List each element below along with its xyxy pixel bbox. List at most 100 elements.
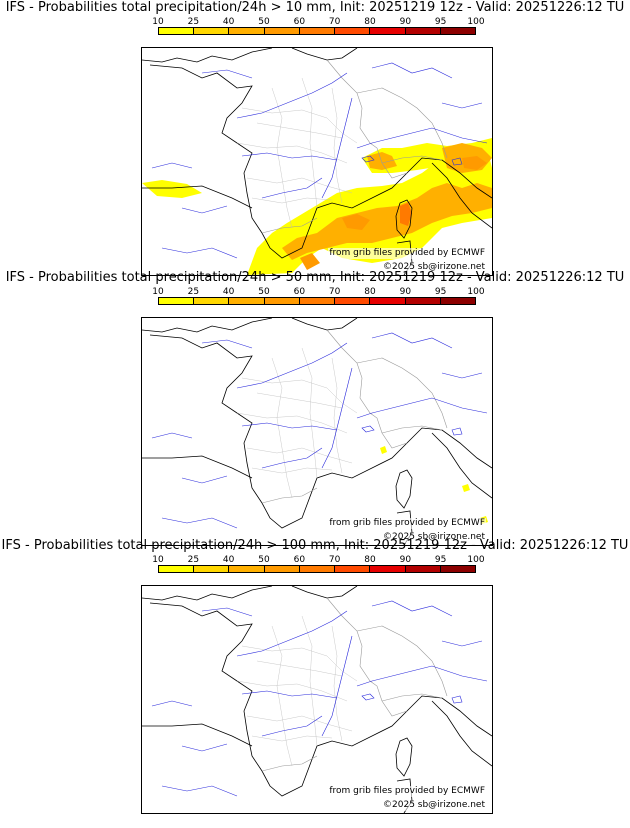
lakes (361, 425, 463, 436)
map-canvas (142, 48, 492, 275)
probability-colorbar (158, 565, 476, 573)
colorbar-segment (440, 28, 475, 34)
legend-tick-10: 10 (152, 17, 164, 27)
precip-area (300, 253, 320, 270)
coastline-spain (142, 455, 253, 479)
coastline-benelux (291, 318, 358, 331)
colorbar-segment (370, 298, 406, 304)
country-borders (261, 597, 448, 772)
legend-tick-60: 60 (293, 17, 306, 27)
legend-tick-80: 80 (364, 17, 376, 27)
legend-tick-25: 25 (187, 17, 200, 27)
map-canvas (142, 318, 492, 545)
precip-area (367, 152, 397, 170)
colorbar-segment (159, 28, 195, 34)
colorbar-segment (405, 566, 441, 572)
legend-tick-100: 100 (467, 287, 485, 297)
colorbar-segment (440, 298, 475, 304)
legend-tick-50: 50 (258, 17, 270, 27)
legend-tick-10: 10 (152, 555, 164, 565)
colorbar-segment (299, 566, 336, 572)
precip-area (380, 446, 387, 454)
credit-source: from grib files provided by ECMWF (328, 786, 486, 797)
credit-copyright: ©2025 sb@irizone.net (382, 262, 486, 273)
legend-tick-80: 80 (364, 555, 376, 565)
legend-tick-100: 100 (467, 555, 485, 565)
coastline (149, 334, 492, 529)
legend-tick-70: 70 (328, 17, 341, 27)
colorbar-segment (194, 298, 230, 304)
region-borders (236, 77, 358, 229)
colorbar-segment (405, 28, 441, 34)
legend-tick-100: 100 (467, 17, 485, 27)
legend-tick-70: 70 (328, 287, 341, 297)
legend-tick-40: 40 (222, 555, 235, 565)
region-borders (236, 347, 358, 499)
panel-title: IFS - Probabilities total precipitation/… (5, 0, 625, 15)
precipitation-overlay (142, 138, 492, 275)
country-borders (261, 59, 448, 234)
legend-tick-95: 95 (434, 555, 447, 565)
precip-area (342, 214, 370, 230)
coastline-italy (431, 432, 492, 499)
legend-tick-80: 80 (364, 287, 376, 297)
legend-tick-90: 90 (399, 17, 412, 27)
legend-tick-25: 25 (187, 287, 200, 297)
region-borders (236, 615, 358, 767)
legend-tick-95: 95 (434, 287, 447, 297)
legend-tick-60: 60 (293, 555, 306, 565)
colorbar-segment (264, 298, 300, 304)
probability-colorbar (158, 297, 476, 305)
map-canvas (142, 586, 492, 813)
rivers (151, 600, 488, 797)
legend-tick-60: 60 (293, 287, 306, 297)
coastline-benelux (291, 48, 358, 61)
colorbar-segment (229, 566, 265, 572)
precip-area (142, 180, 202, 198)
precip-area (462, 484, 470, 492)
precipitation-map[interactable]: from grib files provided by ECMWF ©2025 … (141, 585, 493, 814)
legend-tick-90: 90 (399, 287, 412, 297)
colorbar-segment (335, 28, 371, 34)
coastline-corsica (395, 469, 413, 509)
coastline-italy (431, 700, 492, 767)
coastline-spain (142, 723, 253, 747)
colorbar-segment (335, 298, 371, 304)
credit-copyright: ©2025 sb@irizone.net (382, 800, 486, 811)
legend-tick-70: 70 (328, 555, 341, 565)
colorbar-segment (159, 298, 195, 304)
rivers (151, 332, 488, 529)
precipitation-map[interactable]: from grib files provided by ECMWF ©2025 … (141, 47, 493, 276)
coastline (149, 602, 492, 797)
country-borders (261, 329, 448, 504)
colorbar-segment (159, 566, 195, 572)
colorbar-segment (370, 566, 406, 572)
coastline-england (142, 586, 273, 601)
panel-title: IFS - Probabilities total precipitation/… (1, 538, 629, 553)
precip-area (282, 183, 492, 260)
coastline-england (142, 48, 273, 63)
precip-area (400, 203, 412, 226)
credit-source: from grib files provided by ECMWF (328, 518, 486, 529)
precip-area (462, 156, 487, 170)
forecast-panel-1: IFS - Probabilities total precipitation/… (0, 0, 630, 276)
legend-tick-50: 50 (258, 555, 270, 565)
legend-tick-10: 10 (152, 287, 164, 297)
credit-copyright: ©2025 sb@irizone.net (382, 532, 486, 543)
coastline-italy (431, 162, 492, 229)
legend-tick-labels: 10 25 40 50 60 70 80 90 95 100 (152, 555, 484, 565)
colorbar-segment (194, 566, 230, 572)
legend-tick-labels: 10 25 40 50 60 70 80 90 95 100 (152, 287, 484, 297)
colorbar-segment (440, 566, 475, 572)
colorbar-segment (264, 566, 300, 572)
legend-tick-labels: 10 25 40 50 60 70 80 90 95 100 (152, 17, 484, 27)
coastline-spain (142, 185, 253, 209)
rivers (151, 62, 488, 259)
colorbar-segment (229, 28, 265, 34)
forecast-panel-3: IFS - Probabilities total precipitation/… (0, 538, 630, 814)
colorbar-segment (194, 28, 230, 34)
colorbar-segment (370, 28, 406, 34)
legend-tick-50: 50 (258, 287, 270, 297)
precipitation-map[interactable]: from grib files provided by ECMWF ©2025 … (141, 317, 493, 546)
coastline-corsica (395, 737, 413, 777)
